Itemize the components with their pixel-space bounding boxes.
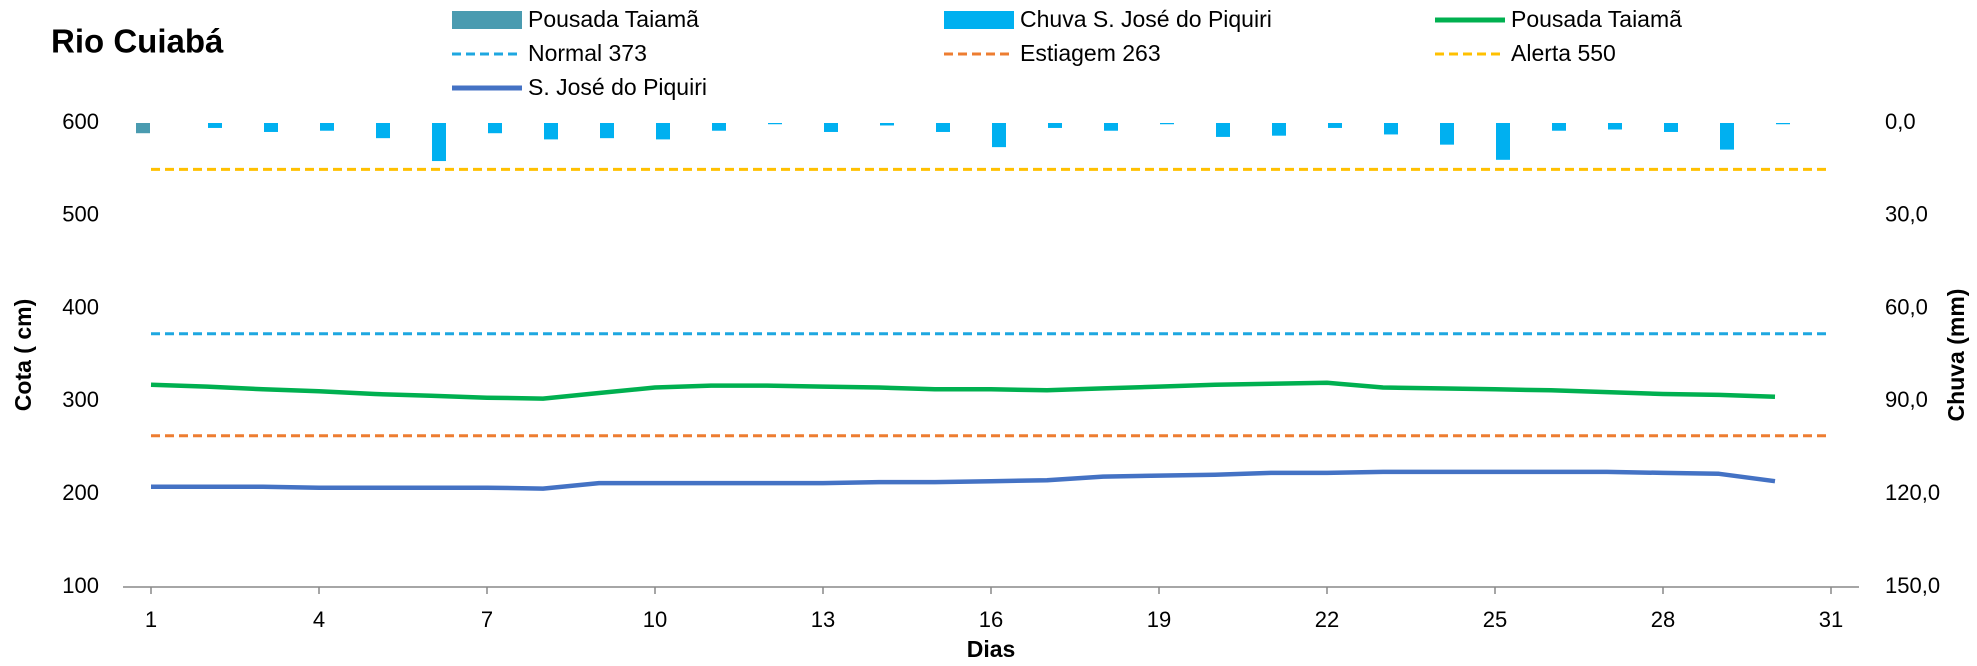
y2-tick-label: 120,0 <box>1885 480 1940 505</box>
y-tick-label: 300 <box>62 387 99 412</box>
x-tick-label: 4 <box>313 607 325 632</box>
bar <box>136 123 150 134</box>
bar <box>1160 123 1174 125</box>
x-tick-label: 19 <box>1147 607 1171 632</box>
bar <box>544 123 558 140</box>
x-tick-label: 25 <box>1483 607 1507 632</box>
legend-label: Chuva S. José do Piquiri <box>1020 6 1272 32</box>
line <box>150 380 1776 401</box>
legend-label: S. José do Piquiri <box>528 74 707 100</box>
bar <box>1608 123 1622 130</box>
chart-title: Rio Cuiabá <box>51 23 224 60</box>
legend-label: Pousada Taiamã <box>1511 6 1682 32</box>
bar <box>1104 123 1118 131</box>
bar <box>488 123 502 134</box>
bar <box>936 123 950 132</box>
bar <box>1664 123 1678 132</box>
bar <box>1496 123 1510 160</box>
bar <box>1384 123 1398 135</box>
y-tick-label: 400 <box>62 294 99 319</box>
x-tick-label: 1 <box>145 607 157 632</box>
x-axis-title: Dias <box>967 636 1016 662</box>
y2-tick-label: 150,0 <box>1885 573 1940 598</box>
bar <box>1776 123 1790 125</box>
legend-swatch <box>452 11 522 29</box>
bar <box>1328 123 1342 128</box>
bar <box>880 123 894 126</box>
bar <box>600 123 614 139</box>
y-tick-label: 100 <box>62 573 99 598</box>
bar <box>1216 123 1230 137</box>
bar <box>656 123 670 140</box>
bar <box>432 123 446 162</box>
y-axis-title: Cota ( cm) <box>10 299 36 411</box>
y2-axis-title: Chuva (mm) <box>1943 289 1969 422</box>
bar <box>768 123 782 125</box>
y-tick-label: 500 <box>62 202 99 227</box>
legend-label: Estiagem 263 <box>1020 40 1161 66</box>
y2-tick-label: 60,0 <box>1885 294 1928 319</box>
x-tick-label: 22 <box>1315 607 1339 632</box>
y-tick-label: 600 <box>62 109 99 134</box>
legend-label: Alerta 550 <box>1511 40 1616 66</box>
bar <box>712 123 726 131</box>
bar <box>376 123 390 139</box>
x-tick-label: 13 <box>811 607 835 632</box>
x-tick-label: 16 <box>979 607 1003 632</box>
line <box>151 469 1776 491</box>
y2-tick-label: 90,0 <box>1885 387 1928 412</box>
bar <box>208 123 222 128</box>
bar <box>320 123 334 131</box>
bar <box>824 123 838 132</box>
legend-label: Normal 373 <box>528 40 647 66</box>
bar <box>1048 123 1062 128</box>
bar <box>1720 123 1734 150</box>
x-tick-label: 7 <box>481 607 493 632</box>
bar <box>264 123 278 132</box>
legend-swatch <box>944 11 1014 29</box>
bar <box>1552 123 1566 131</box>
x-tick-label: 28 <box>1651 607 1675 632</box>
legend-label: Pousada Taiamã <box>528 6 699 32</box>
y-tick-label: 200 <box>62 480 99 505</box>
y2-tick-label: 30,0 <box>1885 202 1928 227</box>
x-tick-label: 10 <box>643 607 667 632</box>
y2-tick-label: 0,0 <box>1885 109 1916 134</box>
x-tick-label: 31 <box>1819 607 1843 632</box>
bar <box>1272 123 1286 136</box>
bar <box>992 123 1006 148</box>
bar <box>1440 123 1454 145</box>
